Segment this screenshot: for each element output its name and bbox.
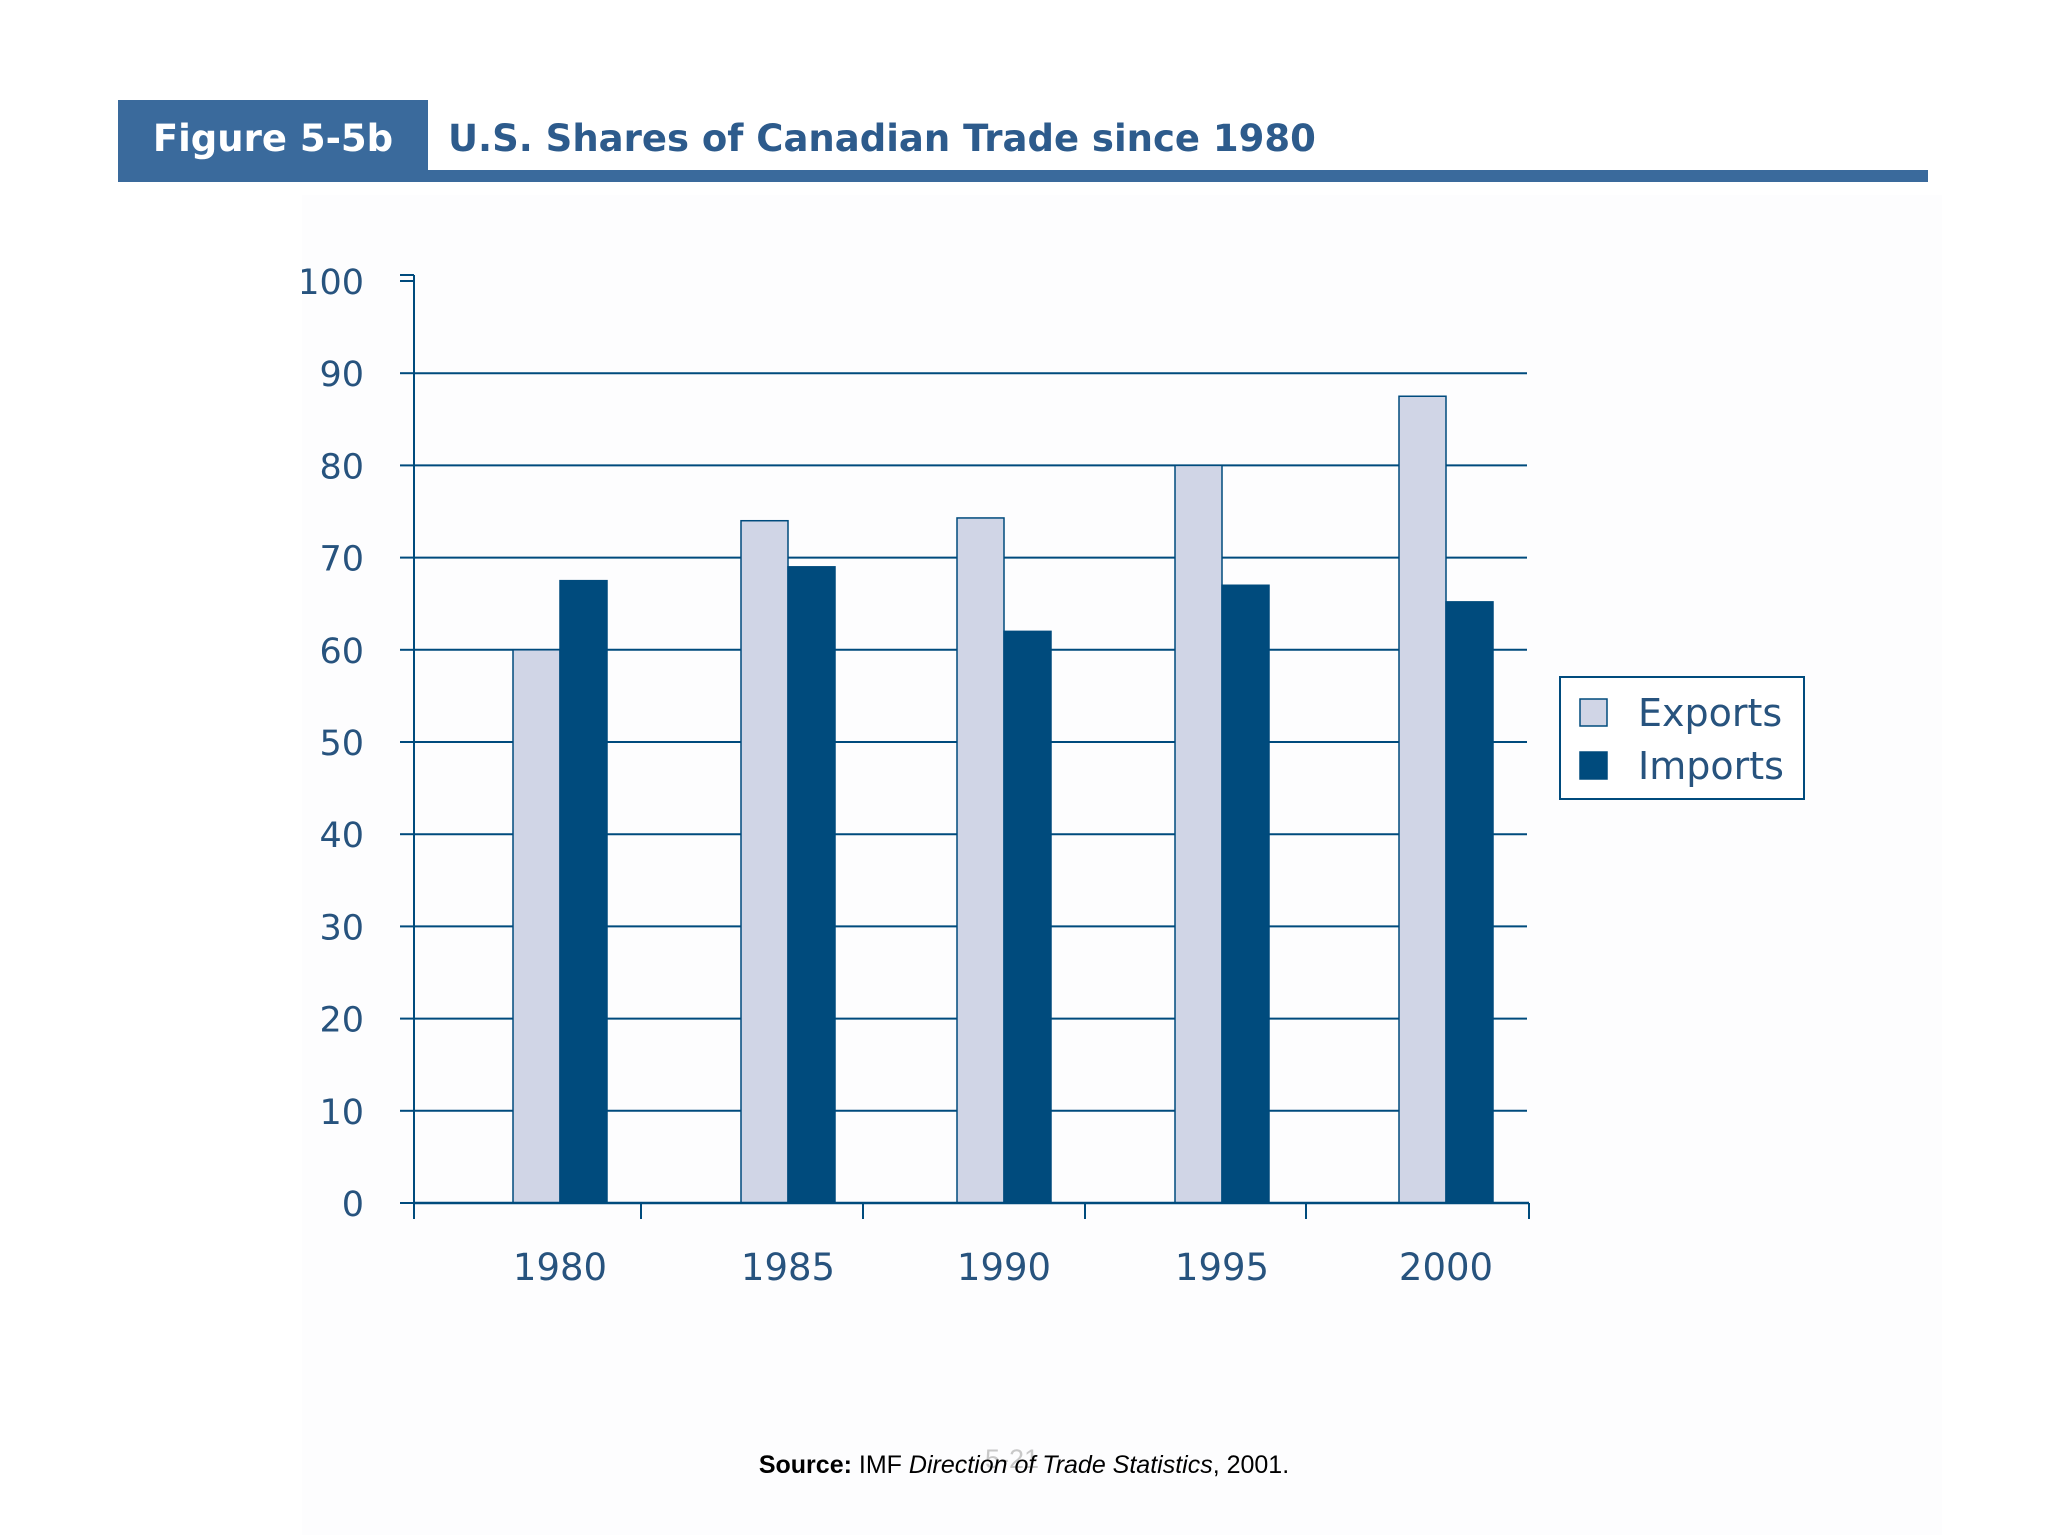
- bars: [512, 395, 1494, 1204]
- y-tick-label: 30: [319, 908, 364, 948]
- header-rule: [118, 170, 1928, 182]
- source-publication: Direction of Trade Statistics: [908, 1451, 1213, 1479]
- legend-swatch-imports: [1579, 751, 1608, 780]
- chart-panel: 0 10 20 30 40 50 60 70 80 90 100 1980 1985 1990 1995 20…: [302, 195, 1942, 1535]
- axes: [400, 274, 1530, 1219]
- y-tick-label: 20: [319, 1001, 364, 1041]
- y-tick-label: 100: [302, 263, 364, 303]
- bar-imports: [559, 579, 608, 1204]
- legend-label-exports: Exports: [1638, 691, 1782, 735]
- x-tick-label: 1980: [513, 1246, 607, 1289]
- y-tick-label: 60: [319, 632, 364, 672]
- y-tick-label: 0: [342, 1185, 364, 1225]
- bar-imports: [1221, 584, 1270, 1204]
- x-tick-label: 1985: [741, 1246, 835, 1289]
- bar-exports: [740, 519, 789, 1204]
- bar-exports: [512, 649, 561, 1204]
- bar-imports: [1003, 630, 1052, 1204]
- bar-imports: [787, 566, 836, 1204]
- legend: Exports Imports: [1559, 676, 1805, 800]
- figure-header: Figure 5-5b U.S. Shares of Canadian Trad…: [118, 100, 1928, 182]
- y-tick-label: 80: [319, 447, 364, 487]
- x-tick-label: 2000: [1399, 1246, 1493, 1289]
- x-tick-label: 1990: [957, 1246, 1051, 1289]
- x-tick-label: 1995: [1175, 1246, 1269, 1289]
- tick-labels: 0 10 20 30 40 50 60 70 80 90 100 1980 1985 1990 1995 20…: [302, 263, 1493, 1289]
- legend-swatch-exports: [1579, 698, 1608, 727]
- y-tick-label: 40: [319, 816, 364, 856]
- y-tick-label: 50: [319, 724, 364, 764]
- y-tick-label: 10: [319, 1093, 364, 1133]
- y-tick-label: 90: [319, 355, 364, 395]
- bar-exports: [956, 517, 1005, 1204]
- bar-exports: [1398, 395, 1447, 1204]
- source-note: Source: IMF Direction of Trade Statistic…: [0, 1451, 2048, 1480]
- bar-exports: [1174, 464, 1223, 1204]
- source-label: Source:: [758, 1451, 852, 1479]
- figure-title: U.S. Shares of Canadian Trade since 1980: [448, 116, 1316, 160]
- source-year: , 2001.: [1212, 1451, 1290, 1479]
- slide-number: 5-21: [985, 1444, 1040, 1474]
- figure-label: Figure 5-5b: [118, 100, 428, 176]
- bar-imports: [1445, 601, 1494, 1204]
- y-tick-label: 70: [319, 540, 364, 580]
- bar-chart: 0 10 20 30 40 50 60 70 80 90 100 1980 1985 1990 1995 20…: [302, 263, 1805, 1289]
- legend-label-imports: Imports: [1638, 744, 1784, 788]
- source-org: IMF: [858, 1451, 902, 1479]
